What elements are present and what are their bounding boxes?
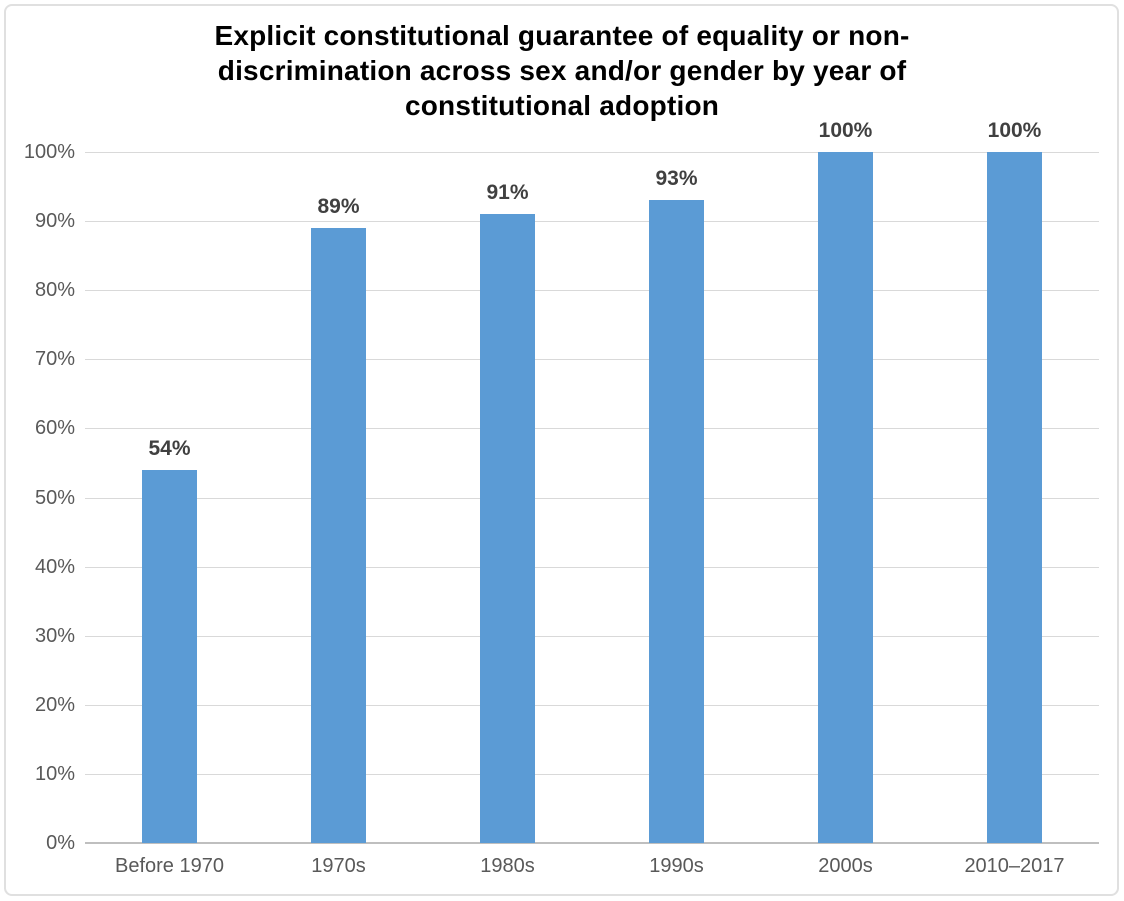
- gridline-30%: [85, 635, 1099, 637]
- y-axis-tick-label: 90%: [34, 210, 75, 233]
- x-axis-tick-label: 2010–2017: [964, 855, 1065, 877]
- chart-title-line-2: discrimination across sex and/or gender …: [217, 55, 907, 86]
- bar-2010-2017: [987, 152, 1042, 843]
- bar-1990s: [649, 200, 704, 843]
- gridline-10%: [85, 773, 1099, 775]
- bar-value-label: 100%: [818, 119, 873, 142]
- gridline-90%: [85, 221, 1099, 223]
- bar-value-label: 54%: [148, 436, 191, 460]
- x-axis-tick-label: Before 1970: [115, 855, 224, 877]
- y-axis-tick-label: 60%: [34, 417, 75, 440]
- y-axis-tick-label: 20%: [34, 693, 75, 716]
- chart-title-line-3: constitutional adoption: [404, 90, 720, 121]
- bar-1980s: [480, 214, 535, 843]
- x-axis-line: [85, 842, 1099, 844]
- x-axis-tick-label: 2000s: [818, 855, 873, 877]
- bar-value-label: 89%: [317, 195, 360, 218]
- gridline-20%: [85, 704, 1099, 706]
- gridline-50%: [85, 497, 1099, 499]
- bar-1970s: [311, 228, 366, 843]
- gridline-100%: [85, 152, 1099, 153]
- y-axis-tick-label: 0%: [46, 832, 75, 854]
- chart-title: Explicit constitutional guarantee of equ…: [0, 18, 1124, 123]
- y-axis-tick-label: 70%: [34, 348, 75, 371]
- gridline-40%: [85, 566, 1099, 568]
- gridline-80%: [85, 290, 1099, 292]
- x-axis-tick-label: 1970s: [311, 855, 366, 877]
- x-axis-tick-label: 1990s: [649, 855, 704, 877]
- x-axis-tick-label: 1980s: [480, 855, 535, 877]
- y-axis-tick-label: 30%: [34, 624, 75, 647]
- y-axis-tick-label: 100%: [23, 141, 75, 163]
- y-axis-tick-label: 80%: [34, 279, 75, 302]
- bar-value-label: 100%: [987, 119, 1042, 142]
- bar-value-label: 93%: [655, 167, 698, 191]
- chart-title-line-1: Explicit constitutional guarantee of equ…: [214, 20, 910, 51]
- bar-value-label: 91%: [486, 181, 529, 205]
- bar-2000s: [818, 152, 873, 843]
- y-axis-tick-label: 40%: [34, 555, 75, 578]
- gridline-60%: [85, 428, 1099, 430]
- y-axis-tick-label: 50%: [34, 486, 75, 509]
- gridline-70%: [85, 359, 1099, 361]
- bar-before-1970: [142, 469, 197, 843]
- y-axis-tick-label: 10%: [34, 762, 75, 785]
